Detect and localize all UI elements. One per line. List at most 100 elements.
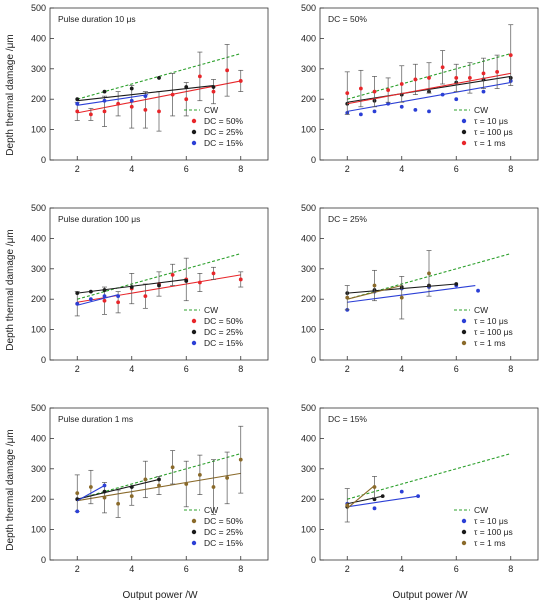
data-point <box>372 109 377 114</box>
legend-entry: CW <box>184 305 218 315</box>
panel-title: DC = 15% <box>328 414 367 424</box>
y-tick-label: 400 <box>31 233 46 243</box>
data-point <box>102 294 107 299</box>
data-point <box>399 104 404 109</box>
fit-line <box>76 485 105 502</box>
data-point <box>399 295 404 300</box>
data-point <box>211 89 216 94</box>
legend-label: CW <box>204 305 218 315</box>
legend-swatch-dot <box>191 318 197 324</box>
data-point <box>143 107 148 112</box>
data-point <box>102 298 107 303</box>
data-point <box>197 472 202 477</box>
data-point <box>102 489 107 494</box>
legend-swatch-dot <box>191 540 197 546</box>
plot-frame <box>49 7 269 161</box>
legend-entry: DC = 50% <box>191 516 243 526</box>
x-axis-label-right: Output power /W <box>392 590 468 601</box>
legend-entry: DC = 25% <box>191 127 243 137</box>
cw-fit-line <box>77 253 241 300</box>
legend-swatch-dot <box>461 118 467 124</box>
data-point <box>88 289 93 294</box>
data-point <box>170 465 175 470</box>
data-point <box>440 65 445 70</box>
panel-title: DC = 50% <box>328 14 367 24</box>
legend-label: DC = 15% <box>204 538 243 548</box>
data-point <box>427 109 431 114</box>
series-3 <box>75 278 189 296</box>
data-point <box>129 485 134 489</box>
data-point <box>481 71 486 76</box>
y-axis-label-row-2: Depth thermal damage /μm <box>5 229 16 350</box>
y-tick-label: 400 <box>31 433 46 443</box>
x-tick-label: 6 <box>454 164 459 174</box>
x-tick-label: 8 <box>238 364 243 374</box>
data-point <box>102 109 107 114</box>
series-1 <box>77 53 241 100</box>
data-point <box>102 89 107 94</box>
data-point <box>413 77 418 82</box>
legend-swatch-dot <box>191 329 197 335</box>
legend-swatch-dot <box>461 340 467 346</box>
y-tick-label: 100 <box>301 125 316 135</box>
x-tick-label: 4 <box>129 564 134 574</box>
data-point <box>345 295 350 300</box>
legend-swatch-dot <box>191 140 197 146</box>
legend-swatch-dot <box>461 329 467 335</box>
fit-line <box>77 94 149 106</box>
legend-entry: τ = 10 μs <box>461 116 508 126</box>
data-point <box>102 495 107 500</box>
y-tick-label: 0 <box>41 155 46 165</box>
y-tick-label: 400 <box>301 33 316 43</box>
data-point <box>129 104 134 109</box>
series-1 <box>347 253 511 300</box>
legend-label: DC = 15% <box>204 138 243 148</box>
legend-swatch-dot <box>461 318 467 324</box>
plot-frame <box>319 207 539 361</box>
legend-label: CW <box>204 505 218 515</box>
y-tick-label: 200 <box>31 294 46 304</box>
legend-entry: DC = 25% <box>191 527 243 537</box>
x-tick-label: 4 <box>399 164 404 174</box>
legend-label: τ = 10 μs <box>474 116 508 126</box>
data-point <box>427 271 431 276</box>
legend-label: τ = 1 ms <box>474 138 505 148</box>
data-point <box>225 476 230 480</box>
legend-entry: τ = 100 μs <box>461 527 513 537</box>
legend-entry: CW <box>454 305 488 315</box>
data-point <box>184 97 189 102</box>
y-tick-label: 500 <box>301 3 316 13</box>
y-tick-label: 300 <box>31 464 46 474</box>
y-tick-label: 500 <box>31 403 46 413</box>
data-point <box>143 94 148 99</box>
chart-panel-1: 0 100 200 300 400 500 2 4 6 8 Pulse duration 10 μs… <box>31 3 269 174</box>
x-tick-label: 8 <box>508 364 513 374</box>
legend-label: DC = 25% <box>204 127 243 137</box>
x-tick-label: 2 <box>75 164 80 174</box>
x-tick-label: 6 <box>454 564 459 574</box>
data-point <box>380 494 385 499</box>
data-point <box>386 101 391 106</box>
data-point <box>116 501 121 506</box>
data-point <box>129 98 134 103</box>
y-tick-label: 500 <box>31 203 46 213</box>
data-point <box>116 294 121 299</box>
data-point <box>88 112 93 117</box>
y-tick-label: 100 <box>31 325 46 335</box>
legend-entry: DC = 15% <box>191 338 243 348</box>
legend-label: τ = 100 μs <box>474 327 513 337</box>
y-tick-label: 0 <box>311 155 316 165</box>
legend-entry: DC = 25% <box>191 327 243 337</box>
data-point <box>75 301 80 306</box>
x-axis-label-left: Output power /W <box>122 590 198 601</box>
data-point <box>399 82 404 86</box>
data-point <box>211 85 216 89</box>
y-tick-label: 500 <box>301 203 316 213</box>
data-point <box>184 279 189 283</box>
x-tick-label: 2 <box>75 364 80 374</box>
data-point <box>345 503 350 508</box>
plot-frame <box>319 7 539 161</box>
x-tick-label: 2 <box>75 564 80 574</box>
legend-entry: DC = 15% <box>191 138 243 148</box>
y-axis-label-row-3: Depth thermal damage /μm <box>5 429 16 550</box>
